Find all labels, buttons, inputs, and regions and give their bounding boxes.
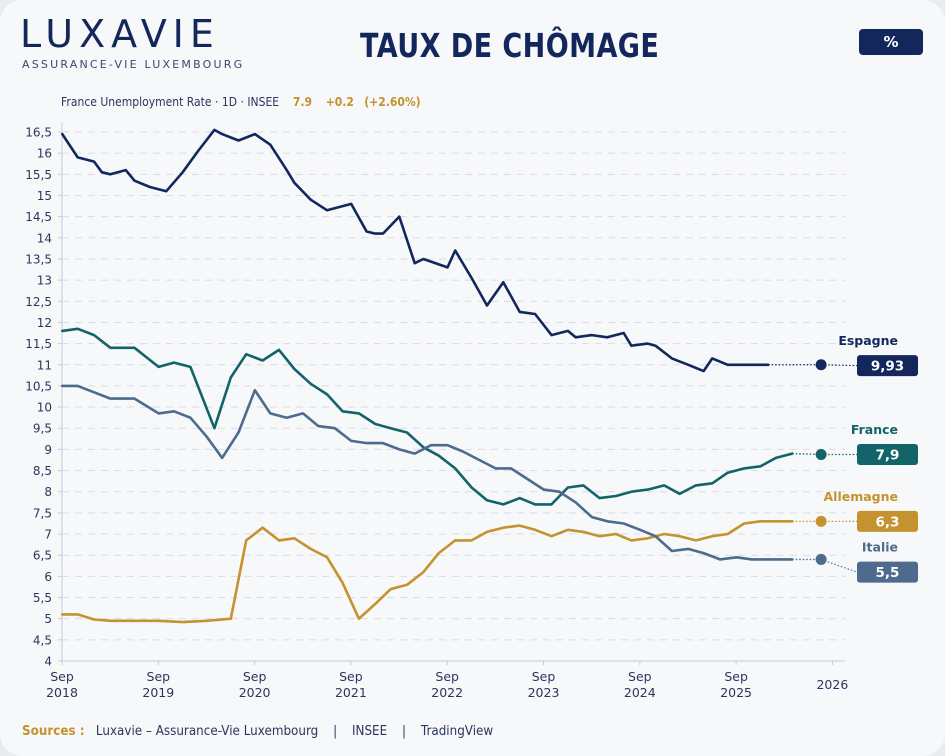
- x-tick-label-year: 2026: [816, 677, 848, 692]
- source-insee: INSEE: [351, 724, 388, 739]
- y-tick-label: 12: [37, 316, 52, 330]
- series-line-espagne: [60, 128, 770, 373]
- y-tick-label: 4,5: [33, 633, 52, 647]
- y-tick-label: 4: [44, 655, 52, 669]
- x-tick-label-year: 2020: [239, 685, 271, 700]
- x-tick-label-year: 2022: [431, 685, 463, 700]
- y-tick-label: 8: [44, 485, 52, 499]
- source-separator: |: [333, 724, 338, 739]
- value-badge-italie: [857, 561, 918, 583]
- value-badge-text-allemagne: 6,3: [876, 514, 900, 530]
- y-tick-label: 16: [37, 147, 52, 161]
- value-badge-text-france: 7,9: [876, 447, 900, 463]
- connector-france: [792, 452, 822, 456]
- x-tick-label-month: Sep: [532, 669, 556, 684]
- y-tick-label: 9: [44, 443, 52, 457]
- x-tick-label-month: Sep: [147, 669, 171, 684]
- label-connector-espagne: [821, 364, 858, 367]
- x-tick-label-month: Sep: [243, 669, 267, 684]
- y-tick-label: 5,5: [33, 591, 52, 605]
- y-tick-label: 6,5: [33, 549, 52, 563]
- y-tick-label: 16,5: [25, 126, 52, 140]
- x-tick-label-month: Sep: [628, 669, 652, 684]
- source-tradingview: TradingView: [420, 724, 494, 739]
- y-tick-label: 8,5: [33, 464, 52, 478]
- ticker-change: +0.2: [325, 95, 354, 109]
- series-line-allemagne: [60, 519, 794, 624]
- y-tick-label: 5: [44, 612, 52, 626]
- logo: LUXAVIE ASSURANCE-VIE LUXEMBOURG: [20, 14, 244, 71]
- y-tick-label: 14: [37, 231, 52, 245]
- y-tick-label: 14,5: [25, 210, 52, 224]
- y-tick-label: 9,5: [33, 422, 52, 436]
- value-badge-france: [857, 443, 918, 465]
- series-name-allemagne: Allemagne: [823, 489, 898, 504]
- sources-label: Sources :: [22, 724, 85, 739]
- x-tick-label-month: Sep: [435, 669, 459, 684]
- series-name-espagne: Espagne: [838, 333, 898, 348]
- x-tick-label-year: 2021: [335, 685, 367, 700]
- logo-text: LUXAVIE: [20, 12, 220, 56]
- x-tick-label-year: 2023: [528, 685, 560, 700]
- y-tick-label: 11,5: [25, 337, 52, 351]
- source-luxavie: Luxavie – Assurance-Vie Luxembourg: [95, 724, 319, 739]
- ticker-value: 7.9: [292, 95, 312, 109]
- y-tick-label: 13,5: [25, 252, 52, 266]
- logo-wordmark: LUXAVIE: [20, 14, 244, 54]
- x-tick-label-year: 2018: [46, 685, 78, 700]
- series-name-france: France: [851, 422, 898, 437]
- y-tick-label: 12,5: [25, 295, 52, 309]
- x-tick-label-year: 2024: [624, 685, 656, 700]
- sources-footer: Sources : Luxavie – Assurance-Vie Luxemb…: [22, 724, 493, 739]
- x-tick-label-year: 2025: [720, 685, 752, 700]
- y-tick-label: 7: [44, 528, 52, 542]
- x-tick-label-month: Sep: [50, 669, 74, 684]
- label-connector-italie: [820, 558, 858, 573]
- y-tick-label: 6: [44, 570, 52, 584]
- y-tick-label: 10,5: [25, 379, 52, 393]
- y-tick-label: 15: [37, 189, 52, 203]
- value-badge-espagne: [857, 355, 918, 377]
- page-title: TAUX DE CHÔMAGE: [360, 26, 660, 65]
- y-tick-label: 15,5: [25, 168, 52, 182]
- value-badge-text-espagne: 9,93: [871, 359, 904, 375]
- ticker-change-pct: (+2.60%): [364, 95, 421, 109]
- value-badge-text-italie: 5,5: [876, 565, 900, 581]
- ticker-line: France Unemployment Rate · 1D · INSEE 7.…: [61, 95, 421, 109]
- x-tick-label-month: Sep: [724, 669, 748, 684]
- y-tick-label: 13: [37, 274, 52, 288]
- y-tick-label: 10: [37, 401, 52, 415]
- x-tick-label-month: Sep: [339, 669, 363, 684]
- x-tick-label-year: 2019: [142, 685, 174, 700]
- y-tick-label: 11: [37, 358, 52, 372]
- series-line-italie: [60, 384, 794, 561]
- ticker-label: France Unemployment Rate · 1D · INSEE: [61, 95, 280, 109]
- series-line-france: [60, 327, 794, 506]
- value-badge-allemagne: [857, 510, 918, 532]
- unit-badge: %: [859, 29, 923, 55]
- logo-subtitle: ASSURANCE-VIE LUXEMBOURG: [22, 58, 245, 71]
- series-name-italie: Italie: [862, 540, 898, 555]
- y-tick-label: 7,5: [33, 506, 52, 520]
- source-separator: |: [402, 724, 407, 739]
